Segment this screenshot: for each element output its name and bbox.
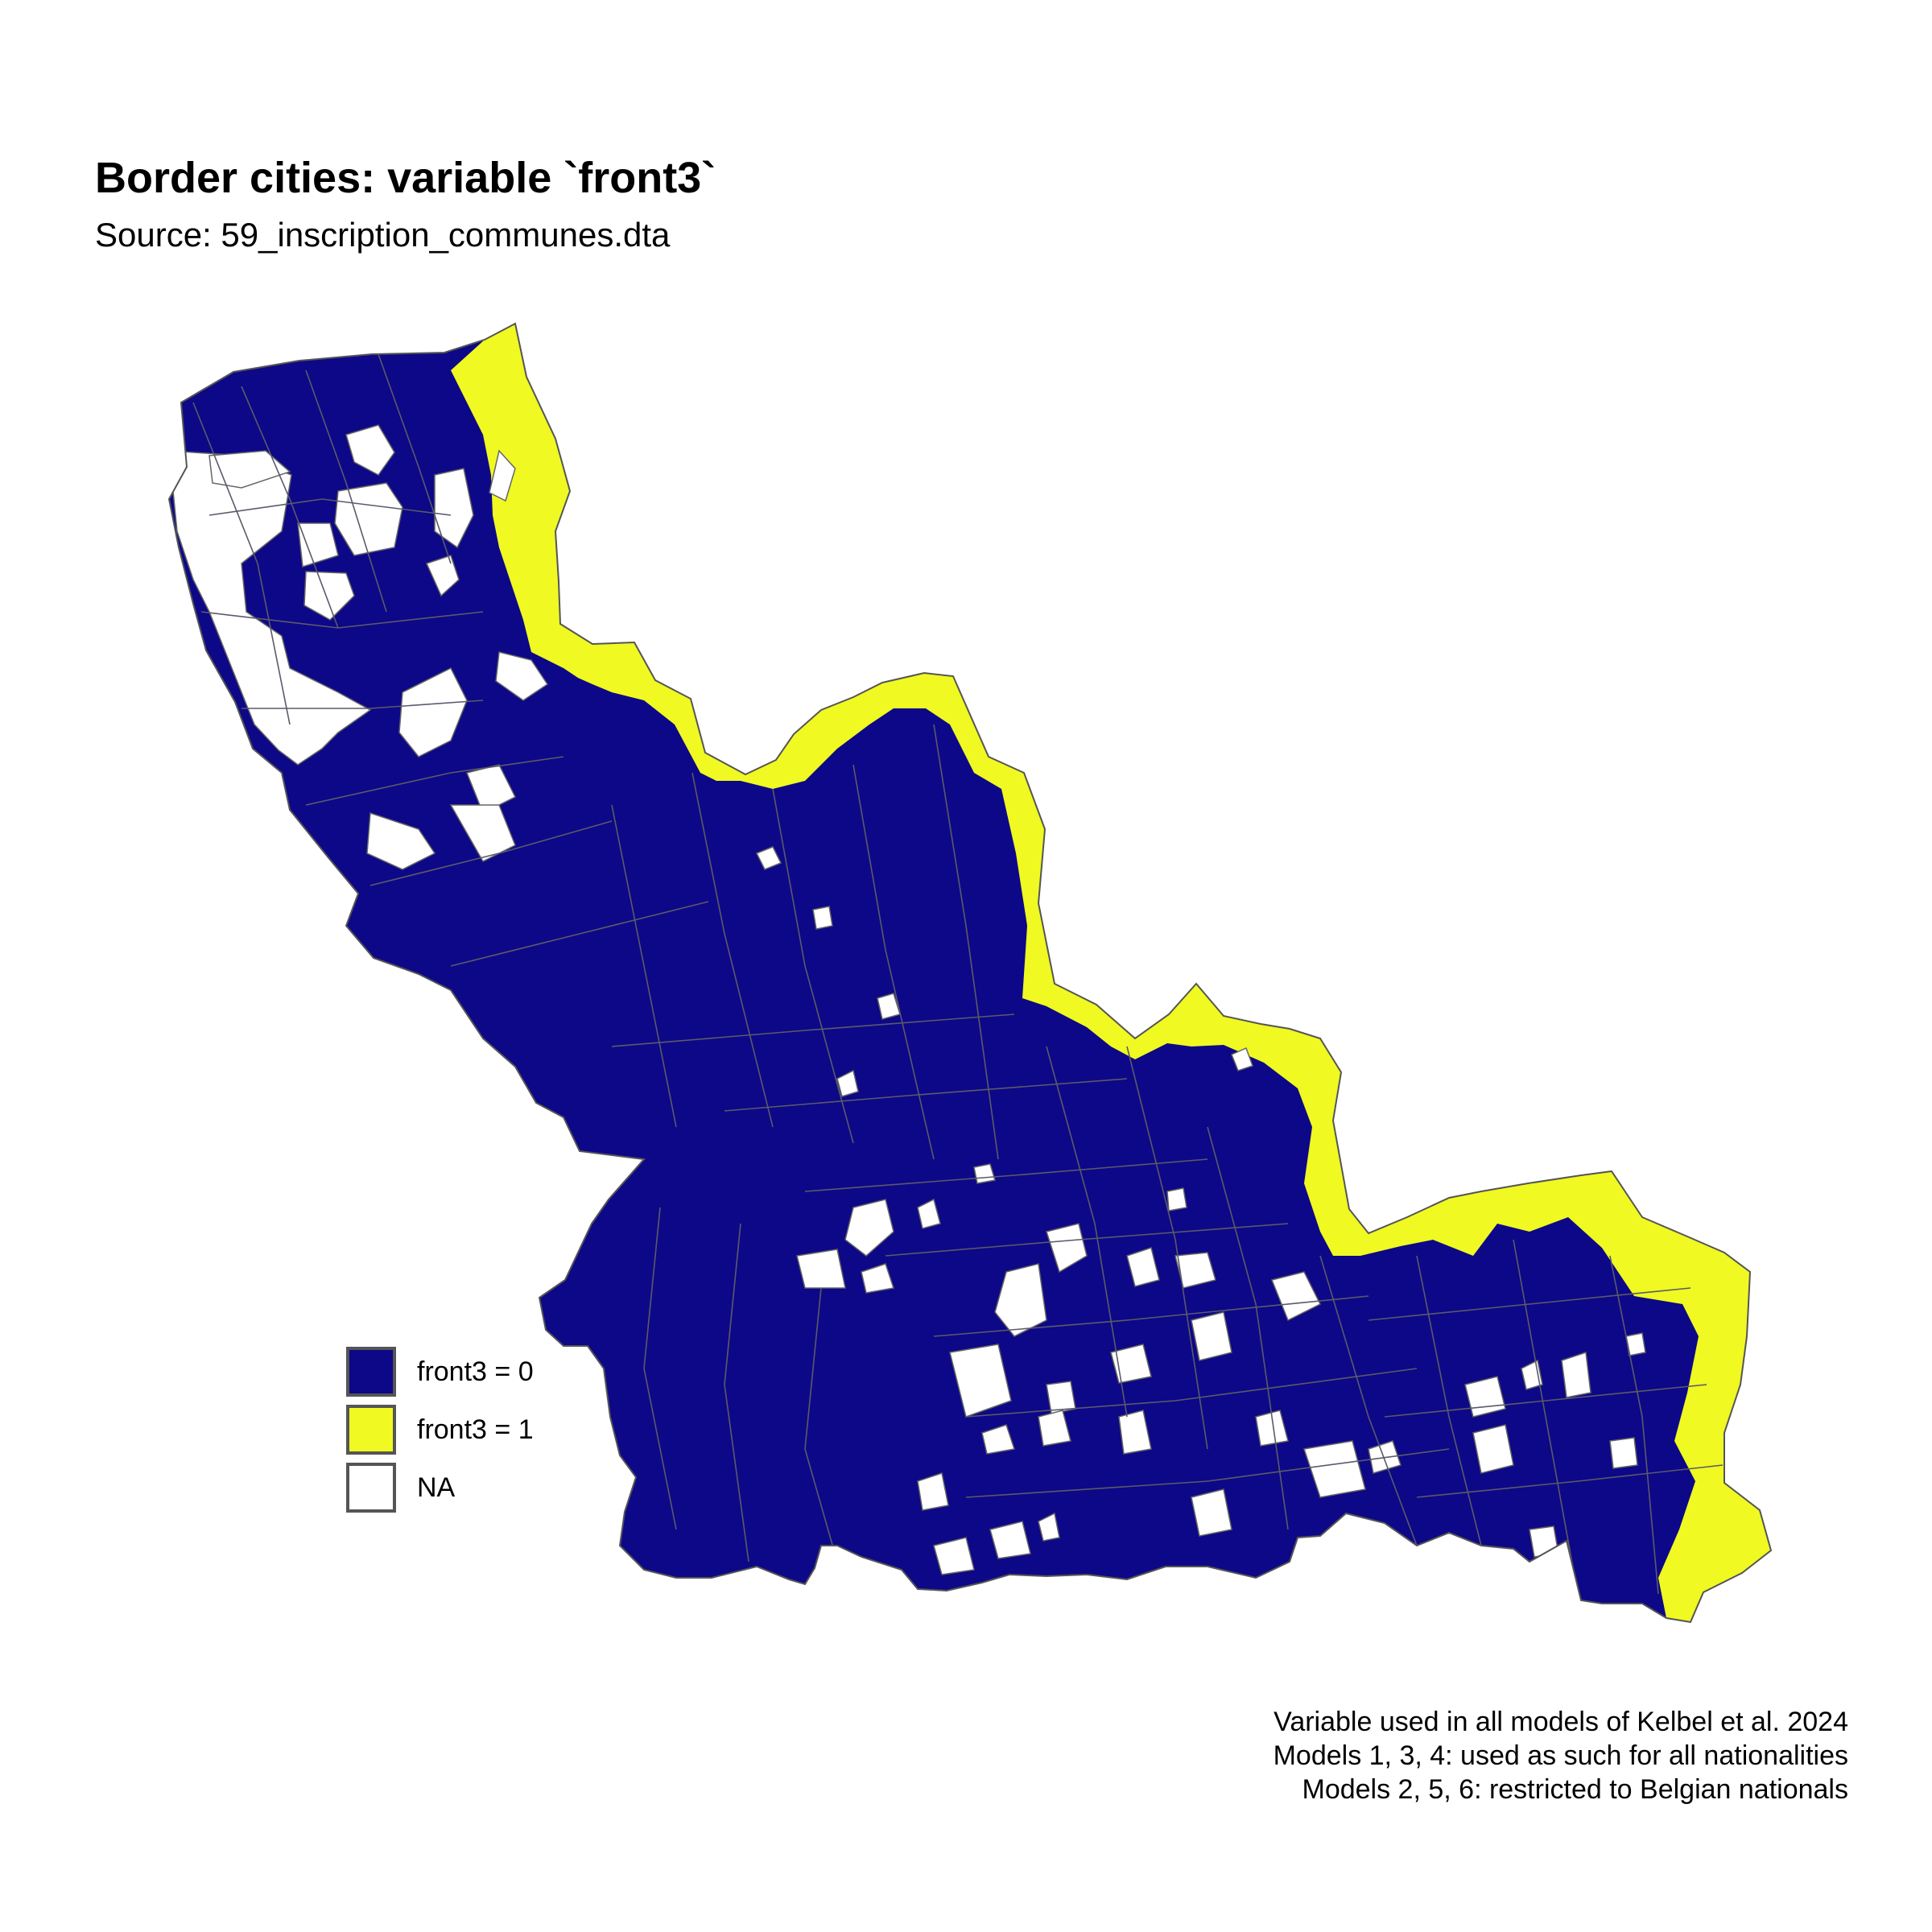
- communes-na: [169, 424, 1646, 1575]
- commune-boundaries: [192, 353, 1724, 1595]
- commune-na-inner-3: [303, 571, 355, 621]
- commune-na-center-2: [812, 906, 833, 930]
- commune-na-south-7: [1110, 1344, 1152, 1384]
- commune-na-southwest-8: [1038, 1512, 1060, 1542]
- commune-na-east-5: [1472, 1424, 1514, 1474]
- legend: front3 = 0 front3 = 1 NA: [346, 1343, 534, 1517]
- caption-line-3: Models 2, 5, 6: restricted to Belgian na…: [1302, 1774, 1849, 1805]
- commune-na-southwest-5: [989, 1521, 1031, 1559]
- commune-na-east-8: [1529, 1525, 1559, 1558]
- region-outline: [167, 322, 1773, 1624]
- legend-label-front3-1: front3 = 1: [417, 1414, 534, 1445]
- commune-na-southwest-1: [398, 667, 468, 758]
- commune-na-southwest-4: [933, 1537, 975, 1575]
- commune-na-lower-2: [449, 804, 516, 862]
- commune-na-south-11: [1118, 1410, 1152, 1455]
- commune-na-west-3: [796, 1249, 846, 1289]
- legend-label-na: NA: [417, 1472, 456, 1503]
- commune-na-south-10: [1038, 1410, 1071, 1447]
- commune-na-east-4: [1561, 1351, 1591, 1398]
- commune-na-southwest-2: [495, 651, 549, 701]
- commune-na-lower-1: [366, 811, 436, 870]
- commune-na-center-4: [836, 1069, 859, 1097]
- commune-na-inner-2: [297, 522, 339, 568]
- commune-na-north-2: [345, 424, 395, 476]
- commune-na-south-5: [1270, 1271, 1322, 1322]
- commune-na-west-1: [917, 1198, 941, 1229]
- commune-na-inner-4: [425, 555, 460, 597]
- caption-line-2: Models 1, 3, 4: used as such for all nat…: [1273, 1740, 1848, 1771]
- map-title: Border cities: variable `front3`: [95, 154, 716, 202]
- commune-na-south-6: [1191, 1311, 1232, 1361]
- commune-na-south-9: [949, 1344, 1012, 1418]
- commune-na-southwest-9: [917, 1472, 949, 1511]
- legend-swatch-front3-0: [346, 1347, 396, 1397]
- commune-na-center-5: [1166, 1187, 1187, 1212]
- legend-item-na: NA: [346, 1459, 534, 1517]
- commune-na-east-1: [1231, 1046, 1253, 1071]
- commune-na-south-1: [1046, 1223, 1088, 1274]
- legend-item-front3-0: front3 = 0: [346, 1343, 534, 1401]
- legend-swatch-na: [346, 1463, 396, 1513]
- commune-na-north-3: [434, 468, 474, 549]
- map-subtitle: Source: 59_inscription_communes.dta: [95, 216, 671, 254]
- caption-line-1: Variable used in all models of Kelbel et…: [1274, 1707, 1848, 1737]
- boundary-line: [192, 353, 1724, 1595]
- commune-na-south-14: [1191, 1488, 1232, 1537]
- commune-na-southwest-7: [981, 1424, 1015, 1455]
- commune-na-coast: [169, 450, 372, 766]
- commune-na-center-1: [755, 846, 782, 870]
- commune-na-north-1: [208, 450, 291, 489]
- commune-na-north-4: [489, 449, 516, 502]
- commune-na-south-3: [1126, 1247, 1160, 1287]
- commune-na-west-2: [844, 1199, 894, 1257]
- commune-na-southwest-6: [861, 1263, 894, 1294]
- commune-na-south-13: [1303, 1440, 1366, 1498]
- legend-swatch-front3-1: [346, 1405, 396, 1455]
- legend-label-front3-0: front3 = 0: [417, 1356, 534, 1387]
- caption: Variable used in all models of Kelbel et…: [1274, 1705, 1848, 1806]
- commune-na-east-6: [1609, 1437, 1638, 1469]
- legend-item-front3-1: front3 = 1: [346, 1401, 534, 1459]
- commune-na-east-2: [1464, 1376, 1506, 1418]
